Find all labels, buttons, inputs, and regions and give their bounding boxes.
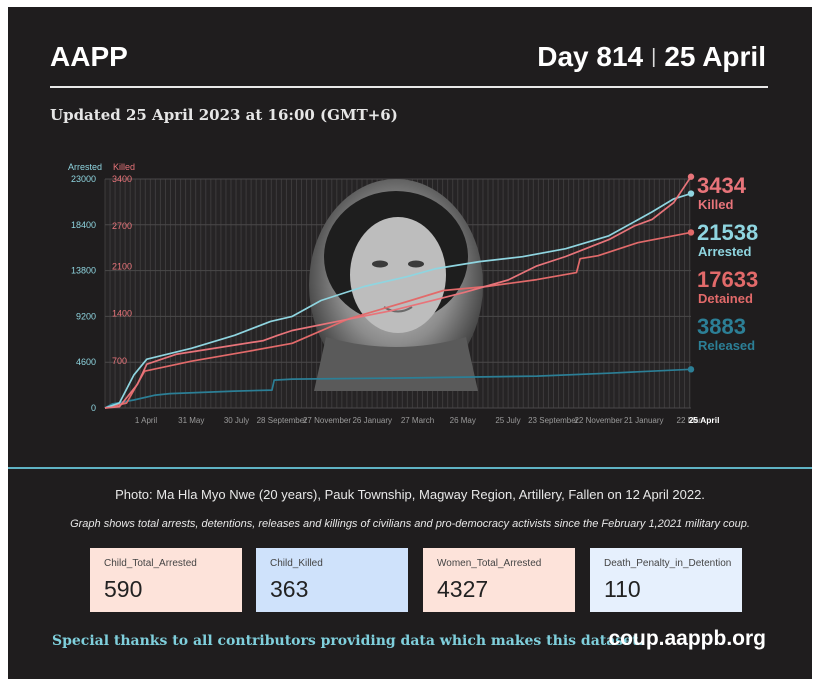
x-tick-label: 21 January [624,416,664,425]
series-line-released [104,368,692,409]
x-tick-label: 22 November [574,416,622,425]
photo-eye [372,260,388,268]
infographic-panel: AAPP Day 814 | 25 April Updated 25 April 2… [8,7,812,679]
victim-photo [309,179,483,391]
stat-card-women-total-arrested: Women_Total_Arrested 4327 [423,548,575,612]
series-endpoint-arrested [687,190,695,197]
stat-card-child-killed: Child_Killed 363 [256,548,408,612]
header-divider [50,86,768,88]
series-endpoint-killed [687,173,695,180]
series-final-value: 3434 [697,173,747,198]
series-endpoint-detained [687,229,695,236]
series-final-label: Detained [698,291,753,306]
y-left-tick-label: 23000 [71,174,96,184]
y-right-tick-label: 2100 [112,262,132,272]
series-final-label: Arrested [698,244,752,259]
y-right-axis-title: Killed [113,162,135,172]
x-tick-label: 27 November [303,416,351,425]
day-counter: Day 814 [537,41,644,72]
y-right-tick-label: 1400 [112,309,132,319]
x-tick-label: 26 May [450,416,476,425]
x-tick-label: 27 March [401,416,434,425]
series-final-value: 21538 [697,220,758,245]
series-endpoint-released [687,366,695,373]
y-right-tick-label: 3400 [112,174,132,184]
line-chart: Arrested Killed 0 4600 9200 13800 18400 23000 70… [68,162,758,425]
thanks-note: Special thanks to all contributors provi… [52,633,644,649]
y-right-tick-label: 2700 [112,221,132,231]
stat-card-death-penalty: Death_Penalty_in_Detention 110 [590,548,742,612]
y-right-tick-label: 700 [112,356,127,366]
stat-label: Women_Total_Arrested [437,558,542,569]
series-final-value: 3883 [697,314,746,339]
x-tick-label: 30 July [224,416,249,425]
stat-value: 590 [104,576,143,602]
x-tick-label: 31 May [178,416,204,425]
stat-value: 110 [604,576,641,602]
x-tick-label: 25 April [689,415,720,425]
photo-face [350,217,446,333]
y-left-tick-label: 18400 [71,220,96,230]
x-tick-label: 1 April [135,416,157,425]
photo-eye [408,260,424,268]
updated-timestamp: Updated 25 April 2023 at 16:00 (GMT+6) [50,106,398,124]
x-tick-label: 22 Mar [677,416,702,425]
x-tick-label: 25 July [495,416,520,425]
x-tick-label: 28 September [257,416,308,425]
y-left-tick-label: 13800 [71,266,96,276]
series-final-value: 17633 [697,267,758,292]
photo-caption: Photo: Ma Hla Myo Nwe (20 years), Pauk T… [115,487,705,502]
series-line-arrested [104,192,692,409]
series-final-label: Released [698,338,755,353]
stat-value: 4327 [437,576,489,602]
series-line-killed [104,176,692,409]
section-divider [8,467,812,469]
brand-title: AAPP [50,41,128,72]
y-left-tick-label: 0 [91,403,96,413]
stat-card-child-total-arrested: Child_Total_Arrested 590 [90,548,242,612]
y-left-tick-label: 9200 [76,311,96,321]
stat-label: Child_Total_Arrested [104,558,197,569]
stat-label: Child_Killed [270,558,323,569]
x-tick-label: 23 September [528,416,579,425]
y-left-tick-label: 4600 [76,357,96,367]
stat-cards: Child_Total_Arrested 590 Child_Killed 36… [90,548,742,612]
day-date-header: Day 814 | 25 April [537,41,766,73]
stat-value: 363 [270,576,309,602]
header-date: 25 April [664,41,766,72]
header-separator: | [651,46,657,68]
y-left-axis-title: Arrested [68,162,102,172]
site-link[interactable]: coup.aappb.org [608,627,767,650]
x-tick-label: 26 January [352,416,392,425]
stat-label: Death_Penalty_in_Detention [604,558,732,569]
series-line-detained [104,231,692,409]
series-final-label: Killed [698,197,733,212]
graph-note: Graph shows total arrests, detentions, r… [70,518,750,530]
